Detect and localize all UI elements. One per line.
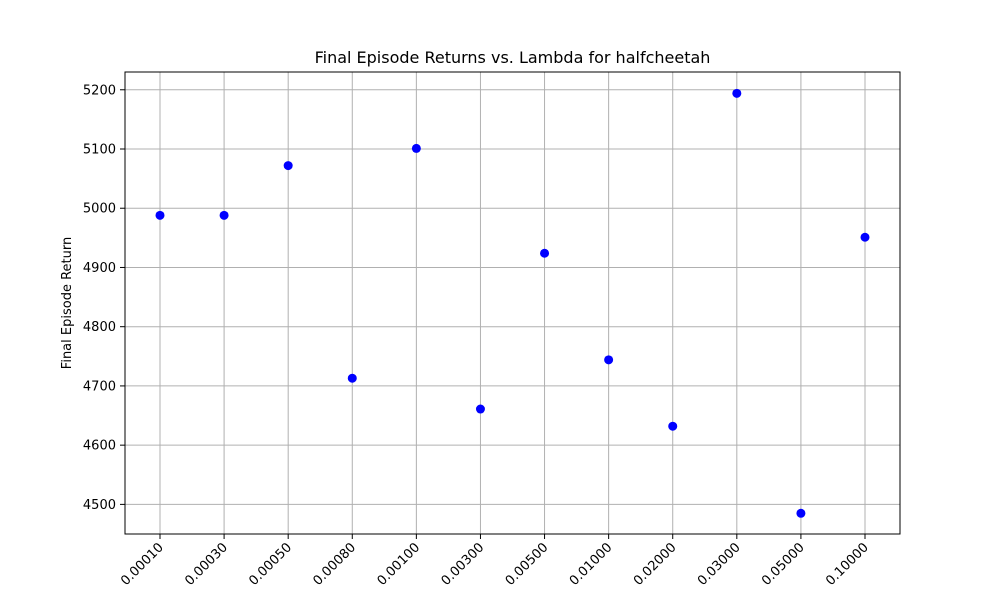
y-tick-label: 5200 [83,83,116,98]
axes-frame [124,71,901,535]
data-point [860,232,870,242]
data-point [411,143,421,153]
data-point [604,355,614,365]
y-tick-label: 5100 [83,143,116,158]
y-axis-label: Final Episode Return [60,237,75,369]
data-point [540,248,550,258]
data-point [796,508,806,518]
data-point [283,161,293,171]
y-tick-label: 4500 [83,498,116,513]
y-tick-label: 4900 [83,261,116,276]
y-tick-label: 5000 [83,202,116,217]
data-point [475,404,485,414]
grid-layer [125,72,900,534]
chart-title: Final Episode Returns vs. Lambda for hal… [315,48,711,67]
data-point [668,421,678,431]
data-point [219,210,229,220]
y-tick-label: 4600 [83,439,116,454]
data-point [155,210,165,220]
data-point [732,88,742,98]
y-tick-label: 4800 [83,320,116,335]
data-point [347,373,357,383]
y-tick-label: 4700 [83,379,116,394]
points-layer [155,88,870,518]
